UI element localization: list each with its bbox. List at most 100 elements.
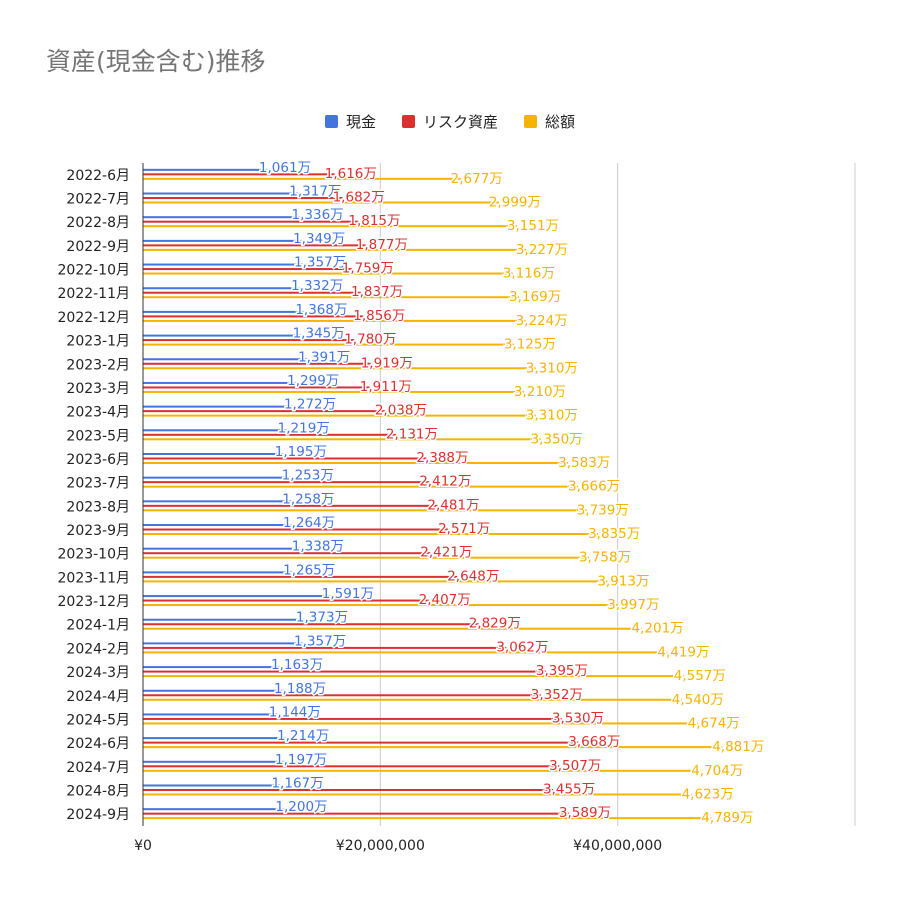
legend-item-total[interactable]: 総額 [524,111,575,132]
bar-risk-assets [143,291,361,294]
bar-cash [143,618,306,621]
bar-total [143,319,526,322]
bar-cash [143,405,294,408]
bar-risk-assets [143,528,449,531]
data-label-total: 3,224万 [516,313,568,329]
bar-total [143,675,684,678]
bar-risk-assets [143,552,431,555]
legend-swatch-total [524,115,537,128]
bar-cash [143,595,332,598]
data-label-risk-assets: 3,507万 [549,758,601,774]
data-label-cash: 1,357万 [294,633,346,649]
bar-total [143,461,569,464]
data-label-total: 3,125万 [504,337,556,353]
category-label: 2024-5月 [66,712,130,728]
data-label-total: 3,310万 [526,408,578,424]
data-label-cash: 1,219万 [278,420,330,436]
data-label-cash: 1,391万 [298,349,350,365]
category-label: 2024-4月 [66,689,130,705]
bar-total [143,509,587,512]
bar-cash [143,760,286,763]
data-label-total: 2,999万 [489,195,541,211]
data-label-total: 4,674万 [688,715,740,731]
data-label-risk-assets: 2,038万 [375,403,427,419]
bar-risk-assets [143,244,366,247]
bar-total [143,343,514,346]
bar-risk-assets [143,670,546,673]
bar-total [143,793,692,796]
data-label-risk-assets: 1,856万 [353,308,405,324]
legend-item-cash[interactable]: 現金 [324,111,376,132]
bar-risk-assets [143,765,560,768]
bar-cash [143,192,300,195]
data-label-total: 3,835万 [588,526,640,542]
bar-cash [143,452,285,455]
bar-total [143,414,536,417]
data-label-cash: 1,197万 [275,752,327,768]
bar-total [143,177,461,180]
data-label-cash: 1,336万 [292,207,344,223]
bar-cash [143,287,302,290]
data-label-total: 4,789万 [701,810,753,826]
bar-total [143,627,642,630]
bar-risk-assets [143,741,579,744]
data-label-risk-assets: 3,589万 [559,805,611,821]
bar-total [143,438,541,441]
bar-risk-assets [143,220,359,223]
data-label-risk-assets: 2,829万 [469,616,521,632]
data-label-risk-assets: 3,352万 [531,687,583,703]
category-label: 2023-6月 [66,452,130,468]
data-label-cash: 1,349万 [293,231,345,247]
data-label-risk-assets: 2,131万 [386,426,438,442]
data-label-total: 2,677万 [451,171,503,187]
data-label-total: 4,540万 [672,692,724,708]
bar-total [143,296,520,299]
data-label-risk-assets: 1,911万 [360,379,412,395]
data-label-total: 4,881万 [712,739,764,755]
bar-risk-assets [143,694,541,697]
category-label: 2023-2月 [66,357,130,373]
data-label-cash: 1,332万 [291,278,343,294]
data-label-risk-assets: 3,062万 [496,639,548,655]
bar-risk-assets [143,268,352,271]
bar-total [143,651,668,654]
bar-risk-assets [143,173,335,176]
data-label-cash: 1,373万 [296,610,348,626]
data-label-risk-assets: 1,919万 [361,355,413,371]
data-label-total: 4,557万 [674,668,726,684]
category-label: 2024-9月 [66,807,130,823]
data-label-cash: 1,317万 [289,184,341,200]
bar-cash [143,737,288,740]
data-label-total: 3,169万 [509,289,561,305]
bar-cash [143,358,309,361]
legend-label-cash: 現金 [345,113,376,131]
bar-total [143,580,608,583]
data-label-risk-assets: 1,815万 [348,213,400,229]
data-label-cash: 1,253万 [282,468,334,484]
bar-risk-assets [143,362,371,365]
bar-cash [143,666,282,669]
category-label: 2024-2月 [66,641,130,657]
bar-cash [143,784,282,787]
bar-total [143,225,517,228]
bar-total [143,604,618,607]
data-label-cash: 1,338万 [292,539,344,555]
bar-risk-assets [143,433,396,436]
bar-cash [143,239,304,242]
data-label-total: 3,913万 [597,573,649,589]
data-label-cash: 1,357万 [294,255,346,271]
bar-cash [143,642,305,645]
category-label: 2023-3月 [66,381,130,397]
data-label-cash: 1,368万 [295,302,347,318]
data-label-total: 3,350万 [531,431,583,447]
chart-title: 資産(現金含む)推移 [46,47,266,76]
legend-item-risk-assets[interactable]: リスク資産 [401,111,498,132]
category-label: 2022-8月 [66,215,130,231]
bar-cash [143,808,286,811]
bar-risk-assets [143,788,553,791]
legend-swatch-risk-assets [401,115,415,128]
data-label-total: 3,227万 [516,242,568,258]
x-tick-label: ¥0 [134,838,152,854]
data-label-risk-assets: 2,412万 [419,474,471,490]
